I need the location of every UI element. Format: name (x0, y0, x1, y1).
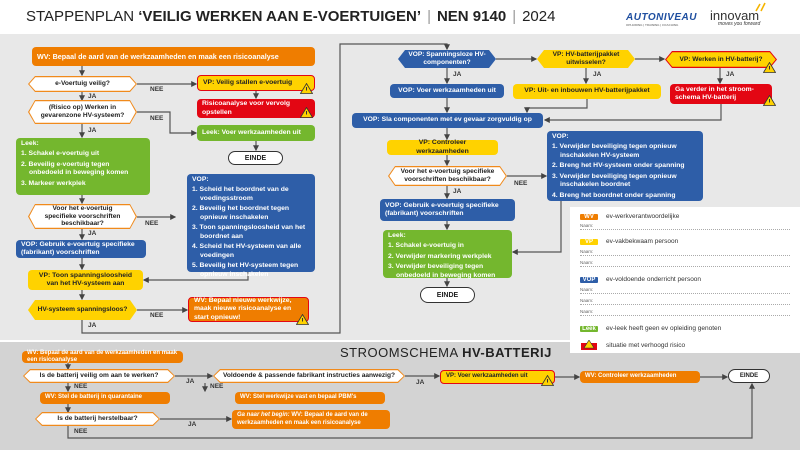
decision-battery-repairable: Is de batterij herstelbaar? (35, 412, 160, 426)
risk-analysis-box: Risicoanalyse voor vervolg opstellen (197, 99, 315, 118)
method-ppe-box: WV: Stel werkwijze vast en bepaal PBM's (235, 392, 385, 404)
autoniveau-logo: AUTONIVEAU OPLEIDING | TRAINING | COACHIN… (626, 12, 697, 27)
decision-specific-instructions: Voor het e-voertuig specifieke voorschri… (28, 204, 137, 229)
label-yes: JA (453, 71, 462, 78)
label-no: NEE (150, 86, 164, 93)
vop-use-instructions-box-2: VOP: Gebruik e-voertuig specifieke (fabr… (380, 199, 515, 221)
legend-vop: VOP ev-voldoende onderricht persoon (580, 276, 701, 283)
label-yes: JA (88, 93, 97, 100)
decision-specific-instructions-2: Voor het e-voertuig specifieke voorschri… (388, 166, 507, 186)
battery-wv-start-box: WV: Bepaal de aard van de werkzaamheden … (22, 350, 183, 363)
decision-swap-battery-pack: VP: HV-batterijpakket uitwisselen? (537, 50, 635, 68)
warning-icon (300, 107, 313, 118)
label-yes: JA (453, 188, 462, 195)
warning-icon (763, 62, 776, 73)
innovam-logo: innovam moves you forward (710, 2, 766, 27)
decision-deenergized-components: VOP: Spanningsloze HV-componenten? (398, 50, 496, 68)
label-yes: JA (593, 71, 602, 78)
end-node: EINDE (228, 151, 283, 165)
label-yes: JA (88, 322, 97, 329)
decision-deenergized: HV-systeem spanningsloos? (28, 300, 137, 320)
vp-prove-deenergized-box: VP: Toon spanningsloosheid van het HV-sy… (28, 270, 143, 290)
warning-icon (296, 314, 309, 325)
decision-work-in-battery: VP: Werken in HV-batterij? (665, 51, 777, 68)
vop-store-components-box: VOP: Sla componenten met ev gevaar zorgv… (352, 113, 543, 128)
battery-flow-title: STROOMSCHEMA HV-BATTERIJ (340, 345, 552, 360)
label-no: NEE (514, 180, 528, 187)
vp-remove-install-box: VP: Uit- en inbouwen HV-batterijpakket (513, 84, 661, 99)
battery-vp-perform-box: VP: Voer werkzaamheden uit (440, 370, 555, 384)
label-no: NEE (210, 383, 224, 390)
legend-panel: WV ev-werkverantwoordelijke Naam: VP ev-va… (570, 207, 800, 353)
warning-icon (300, 83, 313, 94)
label-no: NEE (145, 220, 159, 227)
label-yes: JA (726, 71, 735, 78)
label-yes: JA (186, 378, 195, 385)
battery-wv-check-box: WV: Controleer werkzaamheden (580, 371, 700, 383)
leek-steps-box: Leek: 1. Schakel e-voertuig uit 2. Beveili… (16, 138, 150, 195)
decision-danger-zone: (Risico op) Werken in gevarenzone HV-sys… (28, 100, 137, 124)
warning-icon (541, 375, 554, 386)
legend-wv: WV ev-werkverantwoordelijke (580, 213, 679, 220)
name-field[interactable]: Naam: (580, 287, 790, 294)
vop-isolation-steps-box: VOP: 1. Scheid het boordnet van de voedin… (187, 174, 315, 278)
continue-battery-flow-box: Ga verder in het stroom-schema HV-batter… (670, 84, 772, 104)
label-yes: JA (416, 379, 425, 386)
quarantine-box: WV: Stel de batterij in quarantaine (40, 392, 170, 404)
label-no: NEE (150, 312, 164, 319)
vp-check-work-box: VP: Controleer werkzaamheden (387, 139, 498, 155)
innovam-mark-icon (755, 2, 766, 12)
name-field[interactable]: Naam: (580, 249, 790, 256)
wv-new-method-box: WV: Bepaal nieuwe werkwijze, maak nieuwe… (188, 297, 309, 322)
label-no: NEE (74, 428, 88, 435)
vop-perform-box: VOP: Voer werkzaamheden uit (390, 84, 504, 98)
name-field[interactable]: Naam: (580, 298, 790, 305)
decision-battery-safe: Is de batterij veilig om aan te werken? (23, 369, 175, 383)
label-no: NEE (150, 115, 164, 122)
name-field[interactable]: Naam: (580, 260, 790, 267)
leek-restore-steps-box: Leek: 1. Schakel e-voertuig in 2. Verwijde… (383, 230, 512, 279)
warning-icon (581, 340, 597, 350)
label-yes: JA (88, 230, 97, 237)
vop-use-instructions-box: VOP: Gebruik e-voertuig specifieke (fabr… (16, 240, 146, 258)
legend-risk: situatie met verhoogd risico (580, 340, 685, 350)
decision-manufacturer-instructions: Voldoende & passende fabrikant instructi… (213, 369, 405, 383)
page-title: STAPPENPLAN ‘VEILIG WERKEN AAN E-VOERTUI… (26, 8, 556, 25)
vp-safe-storage-box: VP: Veilig stallen e-voertuig (197, 75, 315, 91)
label-yes: JA (88, 127, 97, 134)
legend-leek: Leek ev-leek heeft geen ev opleiding geno… (580, 325, 721, 332)
warning-icon (763, 95, 776, 106)
legend-vp: VP ev-vakbekwaam persoon (580, 238, 678, 245)
end-node-2: EINDE (420, 287, 475, 303)
label-no: NEE (74, 383, 88, 390)
wv-start-box: WV: Bepaal de aard van de werkzaamheden … (32, 47, 315, 66)
go-to-start-box: Ga naar het begin: WV: Bepaal de aard va… (232, 410, 390, 429)
name-field[interactable]: Naam: (580, 223, 790, 230)
vop-reenergize-steps-box: VOP: 1. Verwijder beveiliging tegen opnie… (547, 131, 703, 201)
battery-end-node: EINDE (728, 369, 770, 383)
decision-vehicle-safe: e-Voertuig veilig? (28, 76, 137, 92)
name-field[interactable]: Naam: (580, 309, 790, 316)
leek-perform-box: Leek: Voer werkzaamheden uit (197, 125, 315, 141)
label-yes: JA (188, 421, 197, 428)
